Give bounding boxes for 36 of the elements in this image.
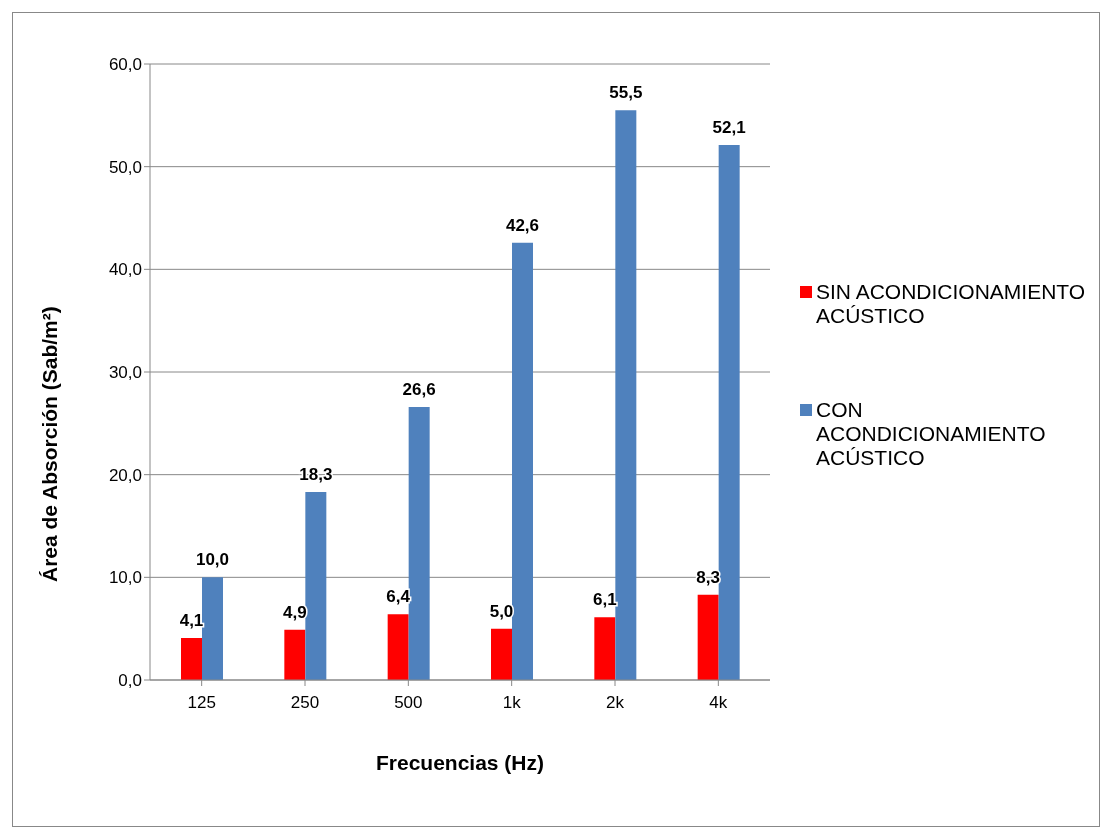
x-tick-label: 125 <box>187 693 216 713</box>
x-tick-label: 500 <box>394 693 423 713</box>
data-label: 55,5 <box>609 83 643 103</box>
bar <box>718 145 740 680</box>
bar <box>697 594 719 680</box>
legend-label: SIN ACONDICIONAMIENTO ACÚSTICO <box>816 280 1086 328</box>
y-tick-label: 50,0 <box>108 157 142 177</box>
data-label: 42,6 <box>505 215 540 235</box>
y-tick-label: 60,0 <box>108 55 142 75</box>
x-tick-label: 250 <box>290 693 320 713</box>
data-label: 26,6 <box>402 379 436 399</box>
x-tick-label: 4k <box>709 693 728 713</box>
bar <box>181 637 202 680</box>
y-tick-label: 0,0 <box>118 671 142 691</box>
bar <box>512 242 533 680</box>
x-tick-label: 2k <box>606 693 625 713</box>
bar <box>615 110 637 680</box>
data-label: 18,3 <box>299 465 333 485</box>
y-tick-label: 30,0 <box>108 363 142 383</box>
bar <box>284 629 306 680</box>
bar <box>491 628 512 680</box>
x-tick-label: 1k <box>502 693 522 713</box>
y-tick-label: 10,0 <box>108 568 142 588</box>
data-label: 4,9 <box>283 602 307 622</box>
legend-label: CON ACONDICIONAMIENTO ACÚSTICO <box>816 398 1047 470</box>
data-label: 10,0 <box>195 550 230 570</box>
bar <box>305 492 327 680</box>
bar <box>387 614 409 680</box>
data-label: 52,1 <box>712 118 746 138</box>
y-tick-label: 40,0 <box>108 260 142 280</box>
bar <box>408 406 430 680</box>
y-axis-title: Área de Absorción (Sab/m²) <box>38 306 62 582</box>
bar <box>594 617 616 680</box>
bar <box>202 577 223 680</box>
x-axis-title: Frecuencias (Hz) <box>375 751 545 774</box>
y-tick-label: 20,0 <box>108 465 142 485</box>
